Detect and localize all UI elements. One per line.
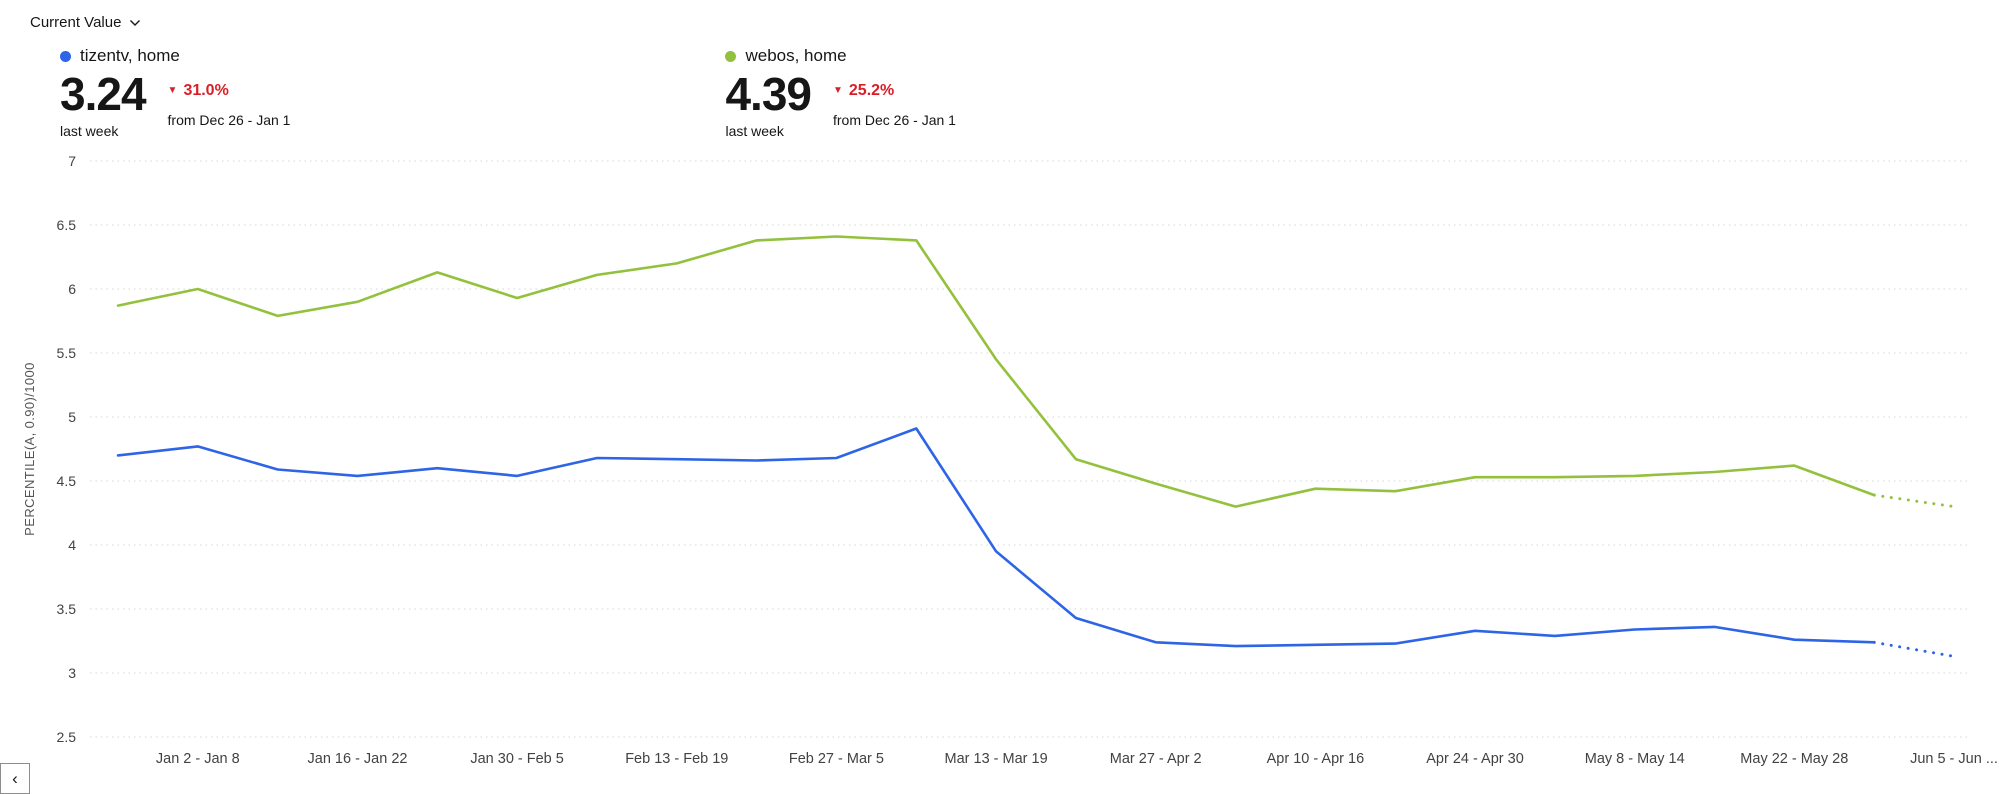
chart-area: 2.5 3 3.5 4 4.5 5 5.5 6 6.5 7 Jan 2 - Jan 8 Jan 16 … xyxy=(0,145,1999,790)
prev-page-button[interactable]: ‹ xyxy=(0,763,30,794)
kpi-body: 3.24 last week ▼ 31.0% from Dec 26 - Jan… xyxy=(60,68,291,140)
series-legend: tizentv, home xyxy=(60,46,290,66)
y-tick-label: 5.5 xyxy=(57,345,77,361)
y-tick-label: 4.5 xyxy=(57,473,77,489)
y-tick-label: 6.5 xyxy=(57,217,77,233)
kpi-delta-block: ▼ 31.0% from Dec 26 - Jan 1 xyxy=(168,70,291,139)
chevron-left-icon: ‹ xyxy=(12,768,18,788)
kpi-comparison: from Dec 26 - Jan 1 xyxy=(167,112,291,128)
y-tick-label: 2.5 xyxy=(57,729,77,745)
y-tick-label: 5 xyxy=(68,409,76,425)
series-color-dot-icon xyxy=(60,50,71,62)
kpi-value: 3.24 xyxy=(60,68,147,120)
x-tick-label: Feb 13 - Feb 19 xyxy=(625,751,728,767)
series-color-dot-icon xyxy=(725,50,737,62)
kpi-delta-value: 25.2% xyxy=(848,82,895,99)
y-tick-label: 6 xyxy=(68,281,76,297)
kpi-delta: ▼ 25.2% xyxy=(833,82,956,100)
x-tick-label: Apr 10 - Apr 16 xyxy=(1267,751,1365,767)
y-tick-label: 4 xyxy=(68,537,76,553)
x-tick-label: Jan 30 - Feb 5 xyxy=(470,751,564,767)
kpi-value-block: 4.39 last week xyxy=(725,68,812,140)
x-tick-label: Jan 2 - Jan 8 xyxy=(156,751,240,767)
triangle-down-icon: ▼ xyxy=(167,85,178,96)
y-axis-title: PERCENTILE(A, 0.90)/1000 xyxy=(22,362,37,536)
x-tick-label: May 8 - May 14 xyxy=(1585,751,1685,767)
kpi-row: tizentv, home 3.24 last week ▼ 31.0% fro… xyxy=(30,46,1999,139)
series-line-projected xyxy=(1872,493,1956,509)
kpi-delta-block: ▼ 25.2% from Dec 26 - Jan 1 xyxy=(833,70,956,139)
kpi-delta-value: 31.0% xyxy=(183,82,229,99)
y-tick-label: 3.5 xyxy=(57,601,77,617)
kpi-tizentv-home: tizentv, home 3.24 last week ▼ 31.0% fro… xyxy=(60,46,290,139)
kpi-delta: ▼ 31.0% xyxy=(168,82,291,100)
y-tick-label: 7 xyxy=(68,153,76,169)
series-line-projected xyxy=(1872,641,1956,659)
chart-header: Current Value tizentv, home 3.24 last we… xyxy=(0,0,1999,139)
metric-selector-label: Current Value xyxy=(30,14,122,31)
series-legend: webos, home xyxy=(725,46,955,66)
line-chart: 2.5 3 3.5 4 4.5 5 5.5 6 6.5 7 Jan 2 - Jan 8 Jan 16 … xyxy=(22,153,1998,767)
kpi-value-block: 3.24 last week xyxy=(60,68,147,140)
kpi-period: last week xyxy=(725,123,784,140)
series-line xyxy=(116,235,1876,509)
x-tick-label: May 22 - May 28 xyxy=(1740,751,1848,767)
x-tick-label: Apr 24 - Apr 30 xyxy=(1426,751,1524,767)
series-name: webos, home xyxy=(745,46,847,65)
x-tick-label: Jan 16 - Jan 22 xyxy=(308,751,408,767)
x-tick-label: Jun 5 - Jun ... xyxy=(1910,751,1998,767)
y-tick-label: 3 xyxy=(68,665,76,681)
triangle-down-icon: ▼ xyxy=(833,85,843,96)
kpi-value: 4.39 xyxy=(725,68,812,120)
kpi-webos-home: webos, home 4.39 last week ▼ 25.2% from … xyxy=(725,46,956,140)
chevron-down-icon xyxy=(130,19,141,26)
metric-selector-dropdown[interactable]: Current Value xyxy=(30,14,141,31)
kpi-comparison: from Dec 26 - Jan 1 xyxy=(833,112,956,128)
x-tick-label: Mar 13 - Mar 19 xyxy=(945,751,1048,767)
kpi-body: 4.39 last week ▼ 25.2% from Dec 26 - Jan… xyxy=(725,68,956,140)
series-name: tizentv, home xyxy=(80,46,180,65)
x-tick-label: Feb 27 - Mar 5 xyxy=(789,751,884,767)
x-tick-label: Mar 27 - Apr 2 xyxy=(1110,751,1202,767)
kpi-period: last week xyxy=(60,123,119,140)
series-line xyxy=(116,427,1876,648)
